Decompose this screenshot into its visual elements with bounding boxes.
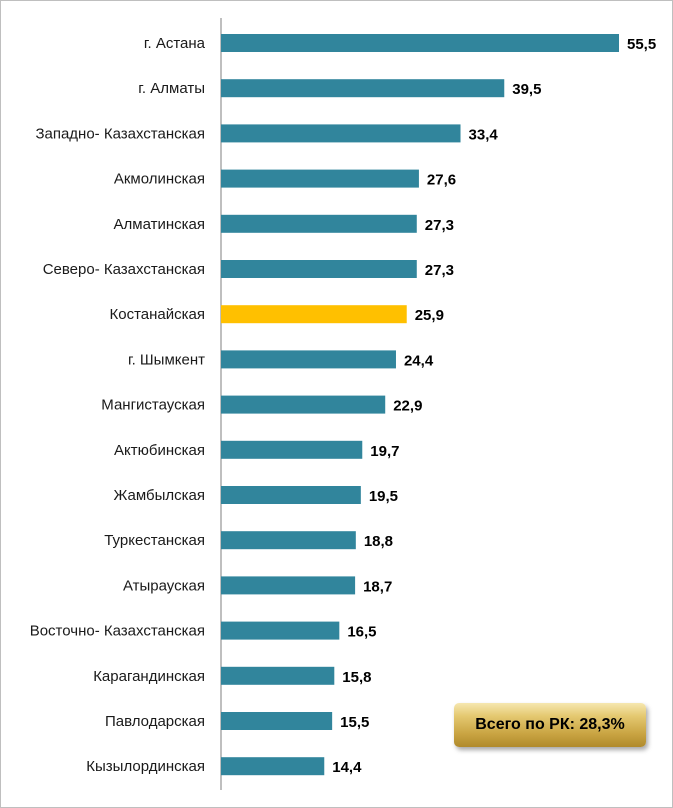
category-label: Павлодарская xyxy=(105,713,205,730)
bar xyxy=(221,169,419,188)
category-label: Западно- Казахстанская xyxy=(35,125,205,142)
category-label: Жамбылская xyxy=(114,487,206,504)
bar xyxy=(221,621,340,640)
category-label: Восточно- Казахстанская xyxy=(30,623,205,640)
data-label: 27,3 xyxy=(425,217,454,234)
data-label: 22,9 xyxy=(393,398,422,415)
category-label: г. Алматы xyxy=(138,80,205,97)
data-label: 15,5 xyxy=(340,714,369,731)
category-label: Туркестанская xyxy=(104,532,205,549)
data-label: 55,5 xyxy=(627,36,656,53)
data-label: 19,7 xyxy=(370,443,399,460)
category-label: Акмолинская xyxy=(114,171,205,188)
bar xyxy=(221,486,361,504)
bar xyxy=(221,214,417,233)
category-label: Костанайская xyxy=(110,306,206,323)
bar xyxy=(221,305,407,324)
bar xyxy=(221,124,461,143)
data-label: 19,5 xyxy=(369,488,398,505)
bar xyxy=(221,34,619,52)
category-label: Северо- Казахстанская xyxy=(43,261,205,278)
data-label: 27,3 xyxy=(425,262,454,279)
data-label: 24,4 xyxy=(404,352,434,369)
bar xyxy=(221,712,333,730)
bar xyxy=(221,757,325,776)
data-label: 18,8 xyxy=(364,533,393,550)
category-label: г. Шымкент xyxy=(128,351,205,368)
data-label: 15,8 xyxy=(342,669,371,686)
data-label: 18,7 xyxy=(363,578,392,595)
category-label: г. Астана xyxy=(144,35,206,52)
bar xyxy=(221,79,505,98)
bar xyxy=(221,576,356,595)
bar xyxy=(221,260,417,278)
data-label: 14,4 xyxy=(332,759,362,776)
data-label: 39,5 xyxy=(512,81,541,98)
data-label: 16,5 xyxy=(347,624,376,641)
bar xyxy=(221,350,396,369)
bar xyxy=(221,531,356,550)
data-label: 27,6 xyxy=(427,172,456,189)
data-label: 33,4 xyxy=(469,126,499,143)
bar xyxy=(221,395,386,414)
category-label: Кызылординская xyxy=(86,758,205,775)
total-badge: Всего по РК: 28,3% xyxy=(454,703,646,747)
bar xyxy=(221,440,363,459)
category-label: Атырауская xyxy=(123,577,205,594)
category-label: Карагандинская xyxy=(93,668,205,685)
category-label: Алматинская xyxy=(114,216,205,233)
data-label: 25,9 xyxy=(415,307,444,324)
bar xyxy=(221,666,335,685)
category-label: Актюбинская xyxy=(114,442,205,459)
category-label: Мангистауская xyxy=(101,397,205,414)
